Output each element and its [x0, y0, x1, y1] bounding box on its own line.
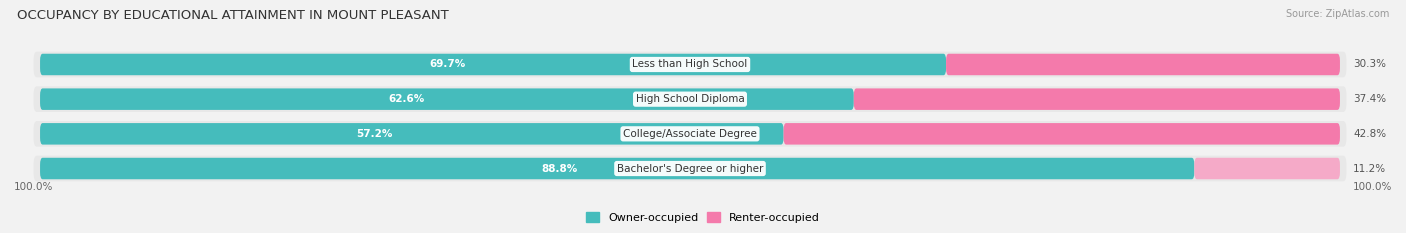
Text: 57.2%: 57.2%: [357, 129, 392, 139]
FancyBboxPatch shape: [39, 158, 1194, 179]
FancyBboxPatch shape: [39, 123, 783, 145]
FancyBboxPatch shape: [39, 54, 946, 75]
Text: 100.0%: 100.0%: [1353, 182, 1392, 192]
Text: Less than High School: Less than High School: [633, 59, 748, 69]
Text: 100.0%: 100.0%: [14, 182, 53, 192]
FancyBboxPatch shape: [1194, 158, 1340, 179]
FancyBboxPatch shape: [853, 88, 1340, 110]
Text: Bachelor's Degree or higher: Bachelor's Degree or higher: [617, 164, 763, 174]
Text: 11.2%: 11.2%: [1353, 164, 1386, 174]
Text: College/Associate Degree: College/Associate Degree: [623, 129, 756, 139]
FancyBboxPatch shape: [39, 88, 853, 110]
FancyBboxPatch shape: [34, 52, 1347, 77]
Text: OCCUPANCY BY EDUCATIONAL ATTAINMENT IN MOUNT PLEASANT: OCCUPANCY BY EDUCATIONAL ATTAINMENT IN M…: [17, 9, 449, 22]
Text: Source: ZipAtlas.com: Source: ZipAtlas.com: [1285, 9, 1389, 19]
FancyBboxPatch shape: [34, 86, 1347, 112]
Text: 62.6%: 62.6%: [388, 94, 425, 104]
FancyBboxPatch shape: [946, 54, 1340, 75]
Text: 69.7%: 69.7%: [430, 59, 465, 69]
Legend: Owner-occupied, Renter-occupied: Owner-occupied, Renter-occupied: [581, 208, 825, 227]
Text: High School Diploma: High School Diploma: [636, 94, 744, 104]
Text: 30.3%: 30.3%: [1353, 59, 1386, 69]
FancyBboxPatch shape: [783, 123, 1340, 145]
Text: 42.8%: 42.8%: [1353, 129, 1386, 139]
FancyBboxPatch shape: [34, 156, 1347, 181]
Text: 88.8%: 88.8%: [541, 164, 578, 174]
FancyBboxPatch shape: [34, 121, 1347, 147]
Text: 37.4%: 37.4%: [1353, 94, 1386, 104]
